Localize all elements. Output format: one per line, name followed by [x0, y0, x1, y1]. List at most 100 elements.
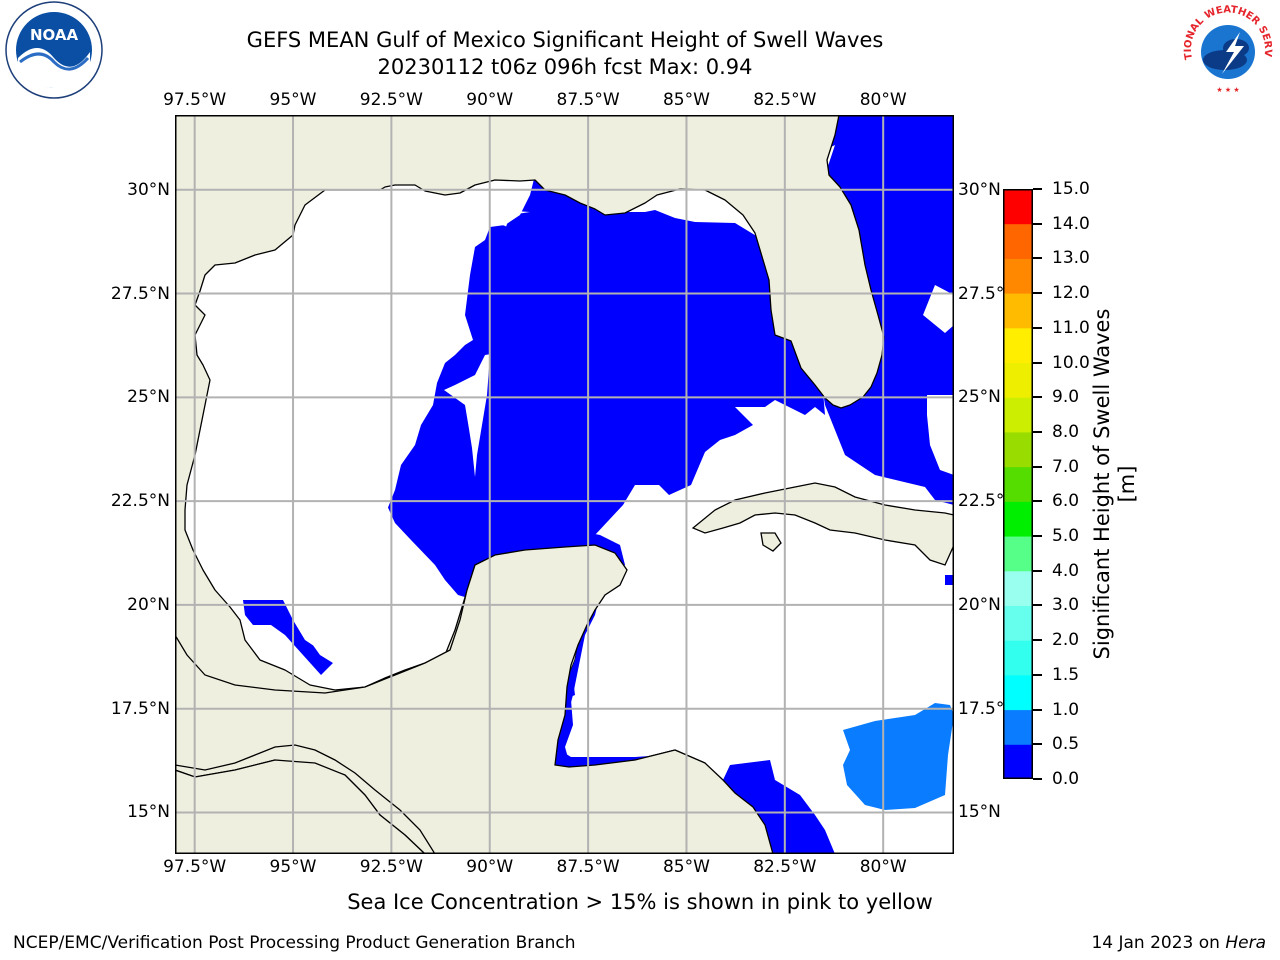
- date-text: 14 Jan 2023 on: [1091, 933, 1226, 953]
- colorbar-band: [1003, 189, 1033, 225]
- colorbar-tick: [1033, 604, 1042, 607]
- colorbar-band: [1003, 744, 1033, 780]
- lat-tick-label: 20°N: [127, 594, 170, 615]
- colorbar-tick: [1033, 188, 1042, 190]
- colorbar-band: [1003, 536, 1033, 572]
- colorbar-tick: [1033, 257, 1042, 260]
- colorbar-tick: [1033, 500, 1042, 503]
- colorbar-border: [1003, 189, 1033, 779]
- colorbar-band: [1003, 605, 1033, 641]
- noaa-logo: NOAA: [4, 0, 104, 100]
- colorbar-band: [1003, 466, 1033, 502]
- colorbar-tick-label: 15.0: [1052, 179, 1090, 199]
- colorbar-tick-label: 4.0: [1052, 560, 1080, 581]
- lon-tick-label: 85°W: [662, 857, 710, 877]
- colorbar-tick-label: 6.0: [1052, 491, 1080, 512]
- sea-ice-note-text: Sea Ice Concentration > 15% is shown in …: [347, 890, 933, 914]
- colorbar-tick-label: 14.0: [1052, 213, 1090, 234]
- lon-tick-label: 90°W: [466, 857, 514, 877]
- lat-tick-label: 25°N: [127, 387, 170, 408]
- colorbar: [1003, 189, 1033, 780]
- date-line: 14 Jan 2023 on Hera: [1091, 933, 1266, 953]
- colorbar-tick: [1033, 708, 1042, 711]
- lon-tick-label: 87.5°W: [556, 857, 620, 877]
- lon-tick-label: 97.5°W: [163, 857, 227, 877]
- lon-tick-label: 80°W: [859, 857, 907, 877]
- colorbar-band: [1003, 362, 1033, 398]
- lat-tick-label: 30°N: [958, 179, 1001, 200]
- lat-tick-label: 20°N: [958, 594, 1001, 615]
- lat-tick-label: 17.5°N: [110, 698, 170, 719]
- lat-tick-label: 15°N: [958, 802, 1001, 823]
- colorbar-tick: [1033, 465, 1042, 468]
- yucatan-land: [174, 544, 774, 855]
- chart-title: GEFS MEAN Gulf of Mexico Significant Hei…: [246, 28, 884, 52]
- noaa-logo-text: NOAA: [30, 26, 79, 44]
- lon-tick-label: 97.5°W: [163, 90, 227, 110]
- lon-tick-label: 80°W: [859, 90, 907, 110]
- chart-subtitle: 20230112 t06z 096h fcst Max: 0.94: [377, 55, 753, 79]
- colorbar-band: [1003, 570, 1033, 606]
- colorbar-tick-label: 1.0: [1052, 699, 1080, 720]
- colorbar-tick-label: 1.5: [1052, 664, 1080, 685]
- lon-tick-label: 95°W: [269, 90, 317, 110]
- svg-text:★ ★ ★: ★ ★ ★: [1216, 86, 1239, 94]
- colorbar-tick-label: 10.0: [1052, 352, 1090, 373]
- colorbar-tick: [1033, 639, 1042, 642]
- colorbar-tick-label: 2.0: [1052, 630, 1080, 651]
- sea-ice-note: Sea Ice Concentration > 15% is shown in …: [0, 890, 1280, 914]
- colorbar-tick-label: 7.0: [1052, 456, 1080, 477]
- colorbar-tick-label: 5.0: [1052, 526, 1080, 547]
- lat-tick-label: 15°N: [127, 802, 170, 823]
- colorbar-band: [1003, 223, 1033, 259]
- colorbar-tick-label: 0.5: [1052, 734, 1080, 755]
- isla-juventud: [760, 532, 782, 552]
- colorbar-tick: [1033, 430, 1042, 433]
- gulf-basin: [475, 515, 835, 854]
- colorbar-band: [1003, 397, 1033, 433]
- colorbar-tick-label: 8.0: [1052, 421, 1080, 442]
- nws-logo: NATIONAL WEATHER SERVICE ★ ★ ★: [1174, 0, 1278, 100]
- colorbar-band: [1003, 258, 1033, 294]
- lat-tick-label: 27.5°N: [958, 283, 1018, 304]
- machine-name: Hera: [1225, 933, 1266, 953]
- colorbar-band: [1003, 293, 1033, 329]
- lat-tick-label: 22.5°N: [110, 491, 170, 512]
- colorbar-tick: [1033, 569, 1042, 572]
- colorbar-tick-label: 13.0: [1052, 248, 1090, 269]
- colorbar-band: [1003, 431, 1033, 468]
- map-border: [175, 115, 954, 854]
- colorbar-band: [1003, 640, 1033, 676]
- lat-tick-label: 27.5°N: [110, 283, 170, 304]
- lon-tick-label: 95°W: [269, 857, 317, 877]
- colorbar-tick: [1033, 778, 1042, 780]
- colorbar-tick-label: 11.0: [1052, 317, 1090, 338]
- lon-tick-label: 92.5°W: [359, 90, 423, 110]
- lon-tick-label: 82.5°W: [753, 857, 817, 877]
- map-panel: [174, 114, 955, 855]
- lon-tick-label: 87.5°W: [556, 90, 620, 110]
- credit-text: NCEP/EMC/Verification Post Processing Pr…: [13, 933, 576, 953]
- colorbar-tick-label: 3.0: [1052, 595, 1080, 616]
- colorbar-tick: [1033, 361, 1042, 364]
- lon-tick-label: 90°W: [466, 90, 514, 110]
- colorbar-title: Significant Height of Swell Waves [m]: [1090, 308, 1139, 660]
- colorbar-tick: [1033, 292, 1042, 295]
- lat-tick-label: 25°N: [958, 387, 1001, 408]
- lon-tick-label: 92.5°W: [359, 857, 423, 877]
- cuba-land: [691, 482, 955, 566]
- map-svg: [174, 114, 955, 855]
- colorbar-tick: [1033, 673, 1042, 676]
- colorbar-band: [1003, 709, 1033, 745]
- colorbar-tick: [1033, 222, 1042, 225]
- colorbar-tick: [1033, 535, 1042, 538]
- lat-tick-label: 17.5°N: [958, 698, 1018, 719]
- lon-tick-label: 82.5°W: [753, 90, 817, 110]
- colorbar-tick-label: 9.0: [1052, 387, 1080, 408]
- colorbar-tick-label: 12.0: [1052, 283, 1090, 304]
- gulf-no-data: [180, 155, 535, 675]
- colorbar-tick: [1033, 396, 1042, 399]
- lat-tick-label: 22.5°N: [958, 491, 1018, 512]
- colorbar-tick: [1033, 326, 1042, 329]
- lon-tick-label: 85°W: [662, 90, 710, 110]
